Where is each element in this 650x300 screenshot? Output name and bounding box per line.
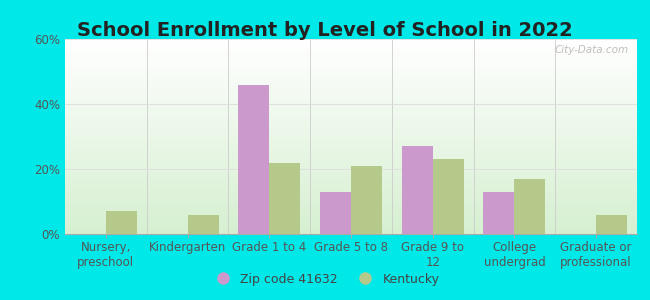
Bar [320, 192, 351, 234]
Text: School Enrollment by Level of School in 2022: School Enrollment by Level of School in … [77, 21, 573, 40]
Text: City-Data.com: City-Data.com [554, 45, 629, 55]
Bar [351, 166, 382, 234]
Bar [402, 146, 433, 234]
Bar [188, 214, 218, 234]
Bar [239, 85, 269, 234]
Legend: Zip code 41632, Kentucky: Zip code 41632, Kentucky [205, 268, 445, 291]
Bar [484, 192, 514, 234]
Bar [433, 159, 463, 234]
Bar [596, 214, 627, 234]
Bar [514, 179, 545, 234]
Bar [106, 211, 137, 234]
Bar [269, 163, 300, 234]
